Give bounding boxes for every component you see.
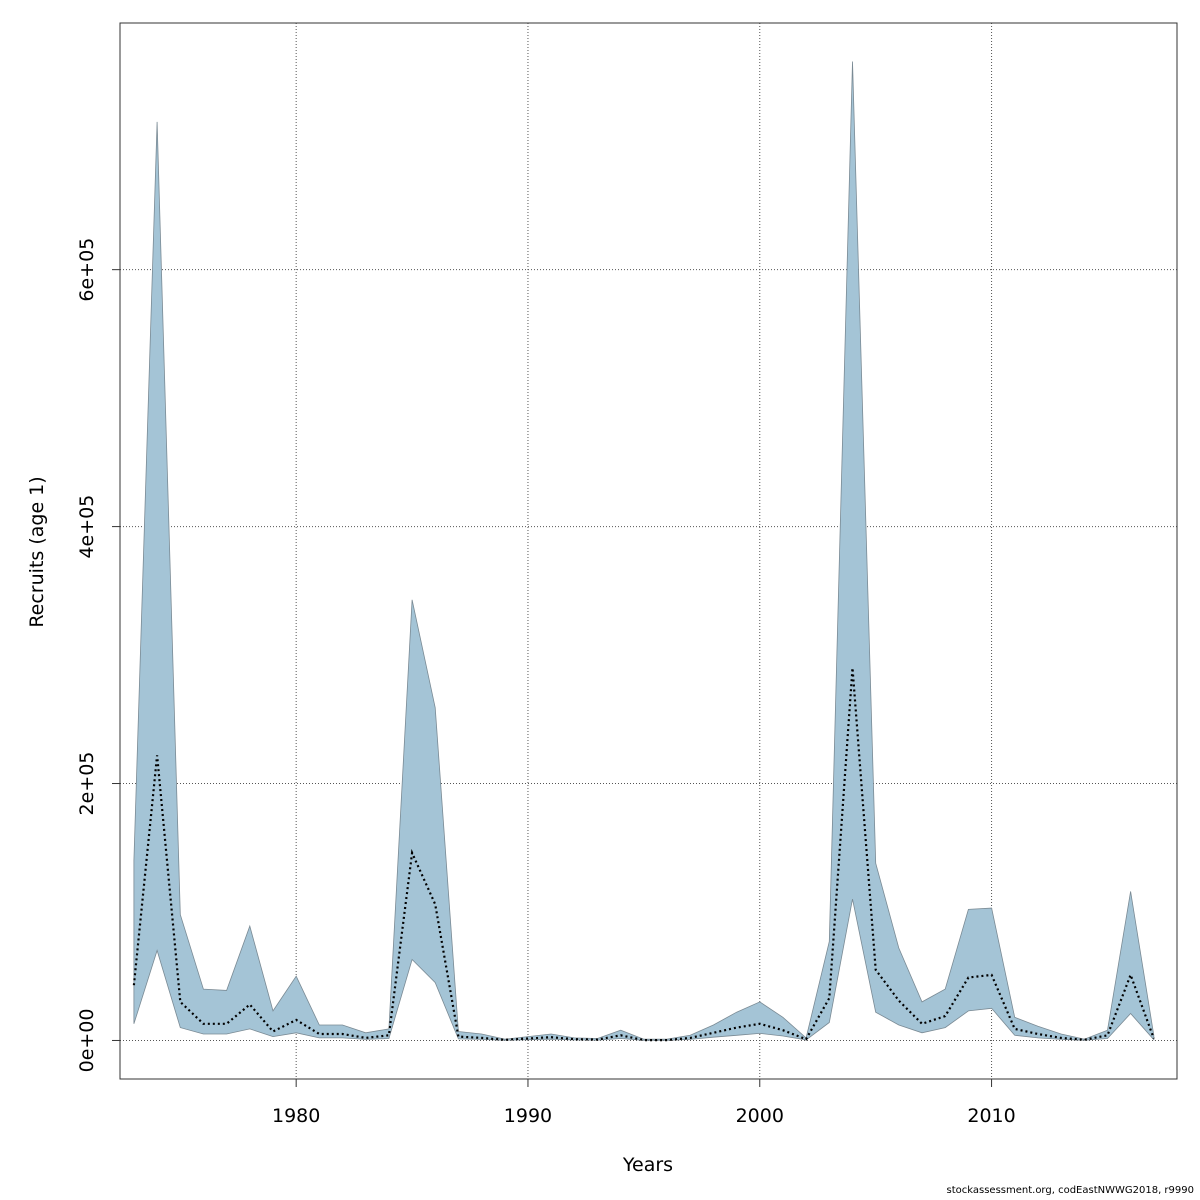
axes: 1980 1990 2000 2010 0e+00 2e+05 4e+05 6e+05 (76, 238, 1016, 1127)
grid (120, 23, 1177, 1079)
x-tick-label: 1990 (504, 1105, 552, 1127)
y-tick-label: 2e+05 (76, 752, 98, 816)
y-tick-label: 6e+05 (76, 238, 98, 302)
plot-frame (119, 22, 1178, 1080)
y-tick-label: 4e+05 (76, 495, 98, 559)
x-tick-label: 1980 (272, 1105, 320, 1127)
y-axis-label: Recruits (age 1) (26, 476, 48, 627)
footer-credit: stockassessment.org, codEastNWWG2018, r9… (946, 1185, 1195, 1196)
y-tick-label: 0e+00 (76, 1009, 98, 1073)
confidence-band (133, 61, 1155, 1041)
x-axis-label: Years (622, 1154, 673, 1176)
x-tick-label: 2000 (736, 1105, 784, 1127)
x-tick-label: 2010 (967, 1105, 1015, 1127)
